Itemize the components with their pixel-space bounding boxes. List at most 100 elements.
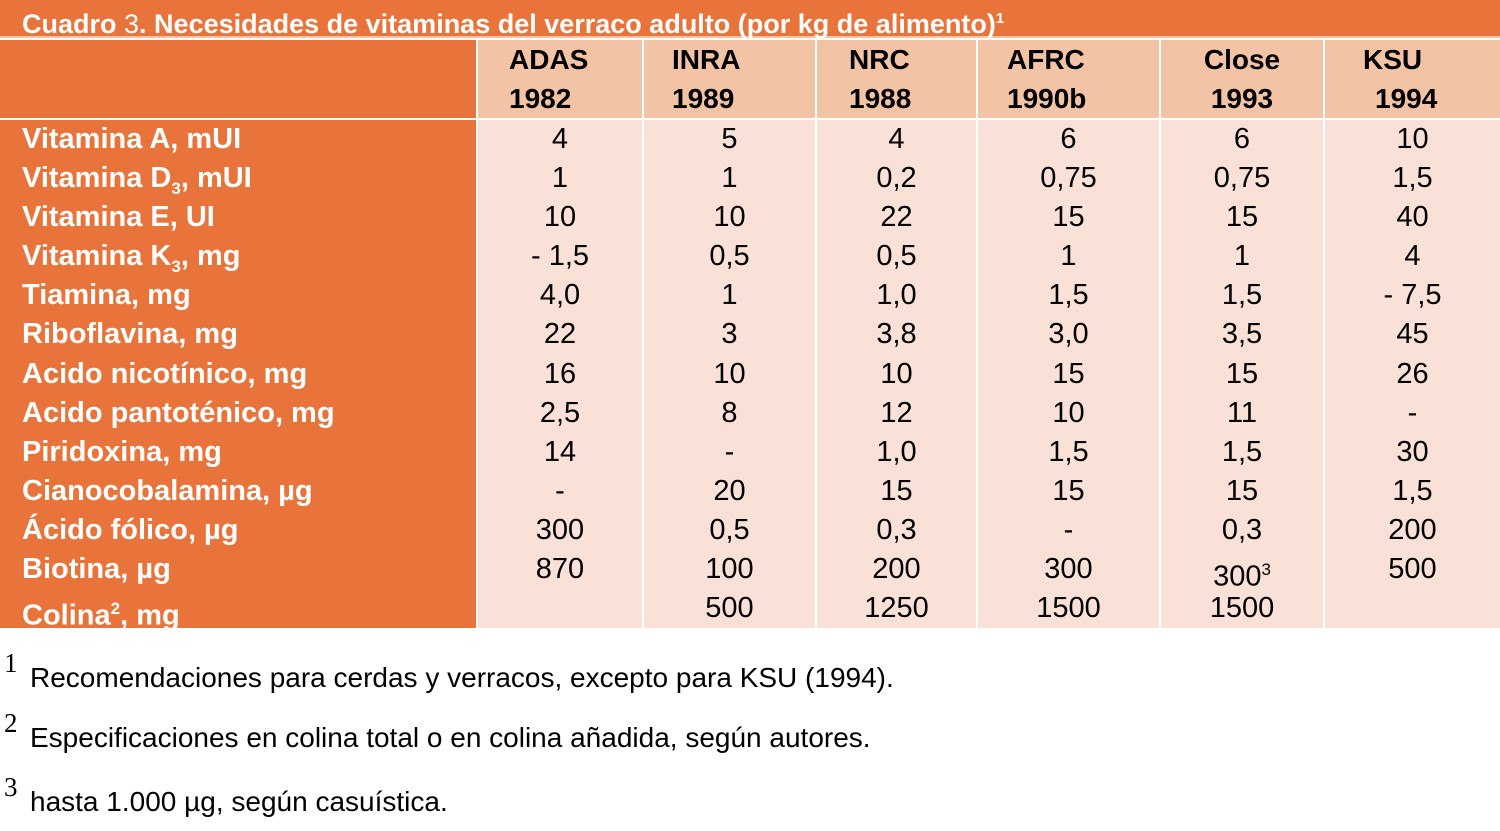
table-cell: 6: [1233, 123, 1251, 155]
table-cell: 11: [1226, 396, 1258, 429]
table-cell: 200: [1388, 513, 1437, 546]
table-cell: 15: [1052, 474, 1085, 507]
table-cell: 15: [1052, 201, 1085, 234]
row-label: Vitamina A, mUI: [22, 123, 242, 155]
table-cell: 15: [1225, 357, 1259, 390]
column-adas-values: 4 1 10 - 1,5 4,0 22 16 2,5 14 - 300 870: [476, 117, 643, 629]
table-cell: 15: [1225, 201, 1259, 234]
table-cell: 1,5: [1221, 279, 1263, 312]
table-cell: -: [724, 435, 735, 468]
table-cell: 300: [535, 513, 585, 546]
table-cell: 16: [543, 357, 577, 390]
table-cell: 45: [1396, 318, 1429, 351]
table-cell: 10: [1396, 123, 1429, 155]
col-header-ksu: KSU 1994: [1323, 40, 1500, 119]
table-cell: 100: [705, 553, 754, 586]
table-cell: 500: [1388, 553, 1437, 586]
column-inra-values: 5 1 10 0,5 1 3 10 8 - 20 0,5 100 500: [642, 117, 816, 629]
table-cell: 0,75: [1040, 162, 1097, 195]
table-cell: 1: [1060, 240, 1077, 273]
table-cell: 3: [721, 318, 738, 351]
table-cell: 1: [721, 279, 738, 312]
table-cell: 870: [535, 553, 585, 586]
table-cell: [478, 589, 642, 628]
header-row: ADAS 1982 INRA 1989 NRC 1988 AFRC 1990b Clos…: [0, 40, 1500, 119]
title-number: 3: [124, 9, 140, 39]
table-cell: 0,75: [1213, 162, 1271, 195]
row-label: Cianocobalamina, µg: [22, 474, 313, 507]
table-cell: 1,0: [876, 279, 917, 312]
row-label: Riboflavina, mg: [22, 318, 238, 351]
title-prefix: Cuadro: [22, 9, 125, 39]
table-cell: 300: [1044, 553, 1093, 586]
column-ksu-values: 10 1,5 40 4 - 7,5 45 26 - 30 1,5 200 500: [1323, 117, 1500, 629]
table-cell: 4: [888, 123, 905, 155]
row-label: Acido nicotínico, mg: [22, 357, 308, 390]
table-cell: 0,5: [876, 240, 917, 273]
row-label: Colina2, mg: [22, 599, 180, 632]
table-cell: 0,5: [709, 240, 750, 273]
table-cell: 1,5: [1221, 435, 1263, 468]
table-cell: 40: [1396, 201, 1429, 234]
table-cell: 20: [713, 474, 746, 507]
table-cell: [1325, 589, 1500, 628]
row-label: Ácido fólico, µg: [22, 513, 239, 546]
table-cell: 10: [880, 357, 913, 390]
table-cell: 1,5: [1048, 435, 1089, 468]
table-cell: 3,5: [1221, 318, 1263, 351]
col-header-adas: ADAS 1982: [476, 40, 643, 119]
title-footnote-mark: 1: [995, 10, 1005, 27]
table-cell: 14: [543, 435, 577, 468]
column-close-values: 6 0,75 15 1 1,5 3,5 15 11 1,5 15 0,3 3003 1500: [1159, 117, 1324, 629]
table-cell: 0,3: [1221, 513, 1263, 546]
table-cell: 8: [721, 396, 738, 429]
table-cell: 4: [1404, 240, 1421, 273]
table-cell: 3,8: [876, 318, 917, 351]
table-cell: 15: [1052, 357, 1085, 390]
table-cell: 1,5: [1392, 474, 1433, 507]
table-cell: 1500: [1209, 592, 1275, 625]
table-cell: 15: [1225, 474, 1259, 507]
table-cell: - 1,5: [530, 240, 590, 273]
table-cell: 1,0: [876, 435, 917, 468]
row-labels-column: Vitamina A, mUI Vitamina D3, mUI Vitamina …: [0, 117, 477, 632]
row-label: Vitamina D3, mUI: [22, 162, 252, 198]
table-cell: 10: [543, 201, 577, 234]
table-cell: 1: [1233, 240, 1251, 273]
table-cell: 30: [1396, 435, 1429, 468]
data-body: Vitamina A, mUI Vitamina D3, mUI Vitamina …: [0, 117, 1500, 632]
table-cell: 10: [713, 201, 746, 234]
col-header-inra: INRA 1989: [642, 40, 816, 119]
row-label: Vitamina K3, mg: [22, 240, 241, 277]
table-cell: 1,5: [1392, 162, 1433, 195]
col-header-nrc: NRC 1988: [815, 40, 977, 119]
table-title: Cuadro 3. Necesidades de vitaminas del v…: [0, 0, 1500, 39]
table-cell: 22: [543, 318, 577, 351]
row-label: Biotina, µg: [22, 553, 171, 586]
table-cell: 1: [551, 162, 569, 195]
table-cell: 4: [551, 123, 569, 155]
col-header-close: Close 1993: [1159, 40, 1324, 119]
table-cell: 26: [1396, 357, 1429, 390]
table-cell: 10: [1052, 396, 1085, 429]
table-cell: -: [1407, 396, 1418, 429]
table-cell: 0,5: [709, 513, 750, 546]
table-cell: 22: [880, 201, 913, 234]
biotin-footnote-mark: 3: [1261, 560, 1271, 580]
table-cell: 6: [1060, 123, 1077, 155]
table-cell: 10: [713, 357, 746, 390]
table-cell: 1,5: [1048, 279, 1089, 312]
col-header-afrc: AFRC 1990b: [976, 40, 1160, 119]
column-nrc-values: 4 0,2 22 0,5 1,0 3,8 10 12 1,0 15 0,3 200 1250: [815, 117, 977, 629]
table-cell: 4,0: [539, 279, 581, 312]
table-cell: 200: [872, 553, 921, 586]
table-cell: 5: [721, 123, 738, 155]
table-cell: 2,5: [539, 396, 581, 429]
table-cell: 0,3: [876, 513, 917, 546]
table-cell: -: [555, 474, 565, 507]
table-cell: 1250: [864, 592, 929, 625]
table-cell: 1500: [1036, 592, 1101, 625]
table-cell: 12: [880, 396, 913, 429]
column-afrc-values: 6 0,75 15 1 1,5 3,0 15 10 1,5 15 - 300 1500: [976, 117, 1160, 629]
table-cell: 3003: [1213, 560, 1271, 593]
